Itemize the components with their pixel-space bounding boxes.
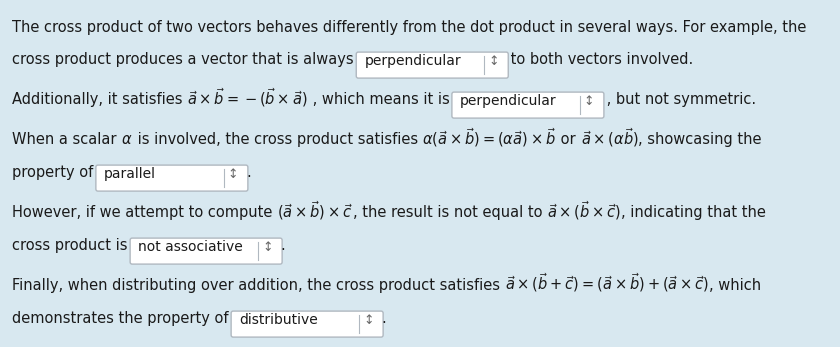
Text: ↕: ↕ [488,55,499,68]
Text: , which: , which [709,278,761,293]
Text: ↕: ↕ [584,95,595,108]
Text: $\alpha$: $\alpha$ [121,132,133,147]
Text: .: . [246,165,250,180]
Text: or: or [556,132,580,147]
Text: perpendicular: perpendicular [459,94,557,108]
Text: distributive: distributive [239,313,318,327]
Text: demonstrates the property of: demonstrates the property of [12,311,234,326]
Text: $\vec{a} \times (\alpha\vec{b})$: $\vec{a} \times (\alpha\vec{b})$ [580,126,638,149]
Text: cross product is: cross product is [12,238,132,253]
Text: , showcasing the: , showcasing the [638,132,762,147]
FancyBboxPatch shape [452,92,604,118]
FancyBboxPatch shape [356,52,508,78]
Text: , the result is not equal to: , the result is not equal to [353,205,547,220]
Text: When a scalar: When a scalar [12,132,121,147]
Text: However, if we attempt to compute: However, if we attempt to compute [12,205,277,220]
FancyBboxPatch shape [231,311,383,337]
Text: to both vectors involved.: to both vectors involved. [507,52,694,67]
Text: The cross product of two vectors behaves differently from the dot product in sev: The cross product of two vectors behaves… [12,20,806,35]
Text: Additionally, it satisfies: Additionally, it satisfies [12,92,187,107]
Text: not associative: not associative [138,240,243,254]
Text: parallel: parallel [104,167,156,181]
Text: $\alpha(\vec{a} \times \vec{b}) = (\alpha\vec{a}) \times \vec{b}$: $\alpha(\vec{a} \times \vec{b}) = (\alph… [423,126,556,149]
Text: .: . [280,238,285,253]
Text: cross product produces a vector that is always: cross product produces a vector that is … [12,52,358,67]
Text: ↕: ↕ [262,241,273,254]
FancyBboxPatch shape [130,238,282,264]
Text: ↕: ↕ [228,168,239,181]
FancyBboxPatch shape [96,165,248,191]
Text: $(\vec{a} \times \vec{b}) \times \vec{c}$: $(\vec{a} \times \vec{b}) \times \vec{c}… [277,198,353,221]
Text: $\vec{a} \times (\vec{b} \times \vec{c})$: $\vec{a} \times (\vec{b} \times \vec{c})… [547,198,622,221]
Text: , indicating that the: , indicating that the [622,205,766,220]
Text: .: . [381,311,386,326]
Text: property of: property of [12,165,98,180]
Text: ↕: ↕ [363,314,374,327]
Text: , but not symmetric.: , but not symmetric. [602,92,756,107]
Text: perpendicular: perpendicular [365,54,461,68]
Text: $\vec{a} \times (\vec{b}+\vec{c}) = (\vec{a} \times \vec{b}) + (\vec{a} \times \: $\vec{a} \times (\vec{b}+\vec{c}) = (\ve… [505,272,709,295]
Text: , which means it is: , which means it is [307,92,454,107]
Text: Finally, when distributing over addition, the cross product satisfies: Finally, when distributing over addition… [12,278,505,293]
Text: is involved, the cross product satisfies: is involved, the cross product satisfies [133,132,423,147]
Text: $\vec{a} \times \vec{b} = -(\vec{b} \times \vec{a})$: $\vec{a} \times \vec{b} = -(\vec{b} \tim… [187,86,307,109]
